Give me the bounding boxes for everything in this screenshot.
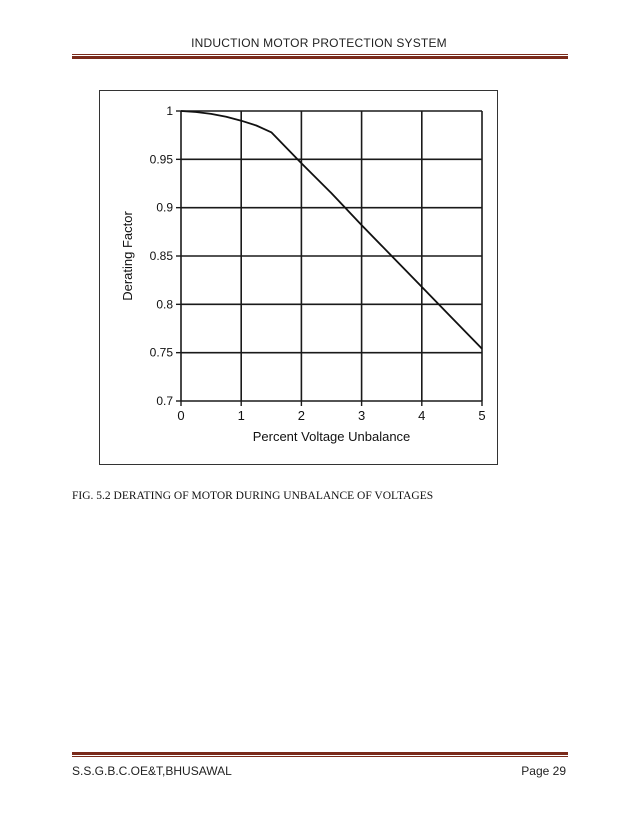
figure-caption: FIG. 5.2 DERATING OF MOTOR DURING UNBALA… [72, 490, 434, 502]
x-tick-label: 3 [358, 408, 365, 423]
footer-page-number: Page 29 [521, 764, 566, 778]
y-tick-label: 0.9 [156, 201, 173, 215]
y-tick-label: 0.85 [150, 249, 174, 263]
header-rule-thick [72, 56, 568, 59]
derating-chart: 0 1 2 3 4 5 1 0.95 0.9 0.85 0.8 0.75 0.7 Percent Volt… [120, 104, 486, 444]
header-rule-thin [72, 54, 568, 55]
y-tick-label: 0.75 [150, 346, 174, 360]
y-tick-label: 0.7 [156, 394, 173, 408]
running-header: INDUCTION MOTOR PROTECTION SYSTEM [191, 36, 447, 50]
y-tick-label: 0.8 [156, 297, 173, 311]
x-tick-label: 5 [478, 408, 485, 423]
y-tick-label: 1 [166, 104, 173, 118]
x-tick-label: 1 [238, 408, 245, 423]
chart-frame: 0 1 2 3 4 5 1 0.95 0.9 0.85 0.8 0.75 0.7 Percent Volt… [99, 90, 498, 465]
x-tick-label: 4 [418, 408, 425, 423]
y-axis-label: Derating Factor [120, 211, 135, 301]
footer-rule-thin [72, 756, 568, 757]
derating-curve [180, 110, 483, 350]
footer-rule-thick [72, 752, 568, 755]
x-axis-label: Percent Voltage Unbalance [253, 429, 411, 444]
x-tick-label: 2 [298, 408, 305, 423]
x-tick-label: 0 [177, 408, 184, 423]
y-tick-label: 0.95 [150, 152, 174, 166]
footer-institution: S.S.G.B.C.OE&T,BHUSAWAL [72, 764, 232, 778]
